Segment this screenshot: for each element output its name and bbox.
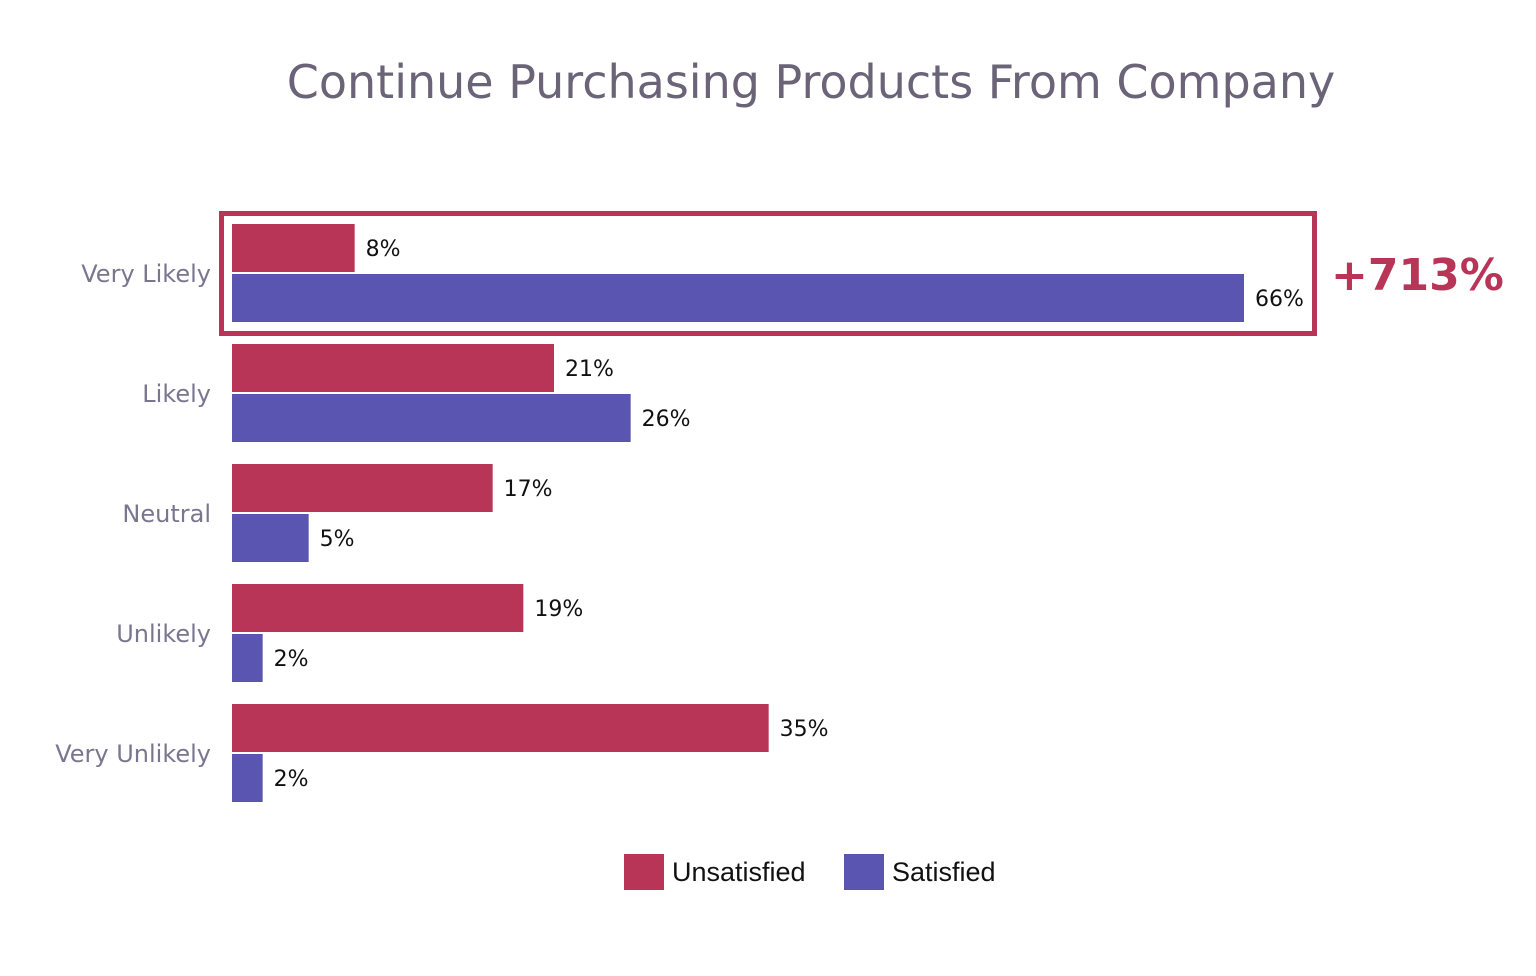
category-label: Likely xyxy=(142,380,211,408)
data-label: 26% xyxy=(642,407,691,432)
legend: Unsatisfied Satisfied xyxy=(624,854,996,890)
data-label: 8% xyxy=(366,237,401,262)
bar-unsatisfied-likely xyxy=(232,344,554,392)
legend-swatch-unsatisfied xyxy=(624,854,664,890)
bar-satisfied-neutral xyxy=(232,514,309,562)
highlight-group: +713% xyxy=(219,211,1504,336)
category-label: Neutral xyxy=(122,500,211,528)
highlight-box xyxy=(219,211,1317,336)
data-label: 17% xyxy=(504,477,553,502)
bar-unsatisfied-very-unlikely xyxy=(232,704,769,752)
bar-unsatisfied-unlikely xyxy=(232,584,524,632)
data-label: 35% xyxy=(780,717,829,742)
bar-satisfied-unlikely xyxy=(232,634,263,682)
callout-label: +713% xyxy=(1331,250,1504,301)
category-label: Unlikely xyxy=(116,620,211,648)
legend-swatch-satisfied xyxy=(844,854,884,890)
category-label: Very Unlikely xyxy=(55,740,211,768)
bar-satisfied-very-unlikely xyxy=(232,754,263,802)
legend-label-satisfied: Satisfied xyxy=(892,857,996,887)
category-label: Very Likely xyxy=(81,260,211,288)
chart-title: Continue Purchasing Products From Compan… xyxy=(287,55,1335,109)
plot-area: Very Likely 8% 66% Likely 21% 26% Neutral 17% 5%… xyxy=(55,224,1304,802)
data-label: 2% xyxy=(274,767,309,792)
data-label: 5% xyxy=(320,527,355,552)
bar-unsatisfied-very-likely xyxy=(232,224,355,272)
legend-label-unsatisfied: Unsatisfied xyxy=(672,857,806,887)
data-label: 19% xyxy=(534,597,583,622)
data-label: 21% xyxy=(565,357,614,382)
bar-unsatisfied-neutral xyxy=(232,464,493,512)
data-label: 66% xyxy=(1255,287,1304,312)
bar-satisfied-likely xyxy=(232,394,631,442)
bar-satisfied-very-likely xyxy=(232,274,1244,322)
data-label: 2% xyxy=(274,647,309,672)
